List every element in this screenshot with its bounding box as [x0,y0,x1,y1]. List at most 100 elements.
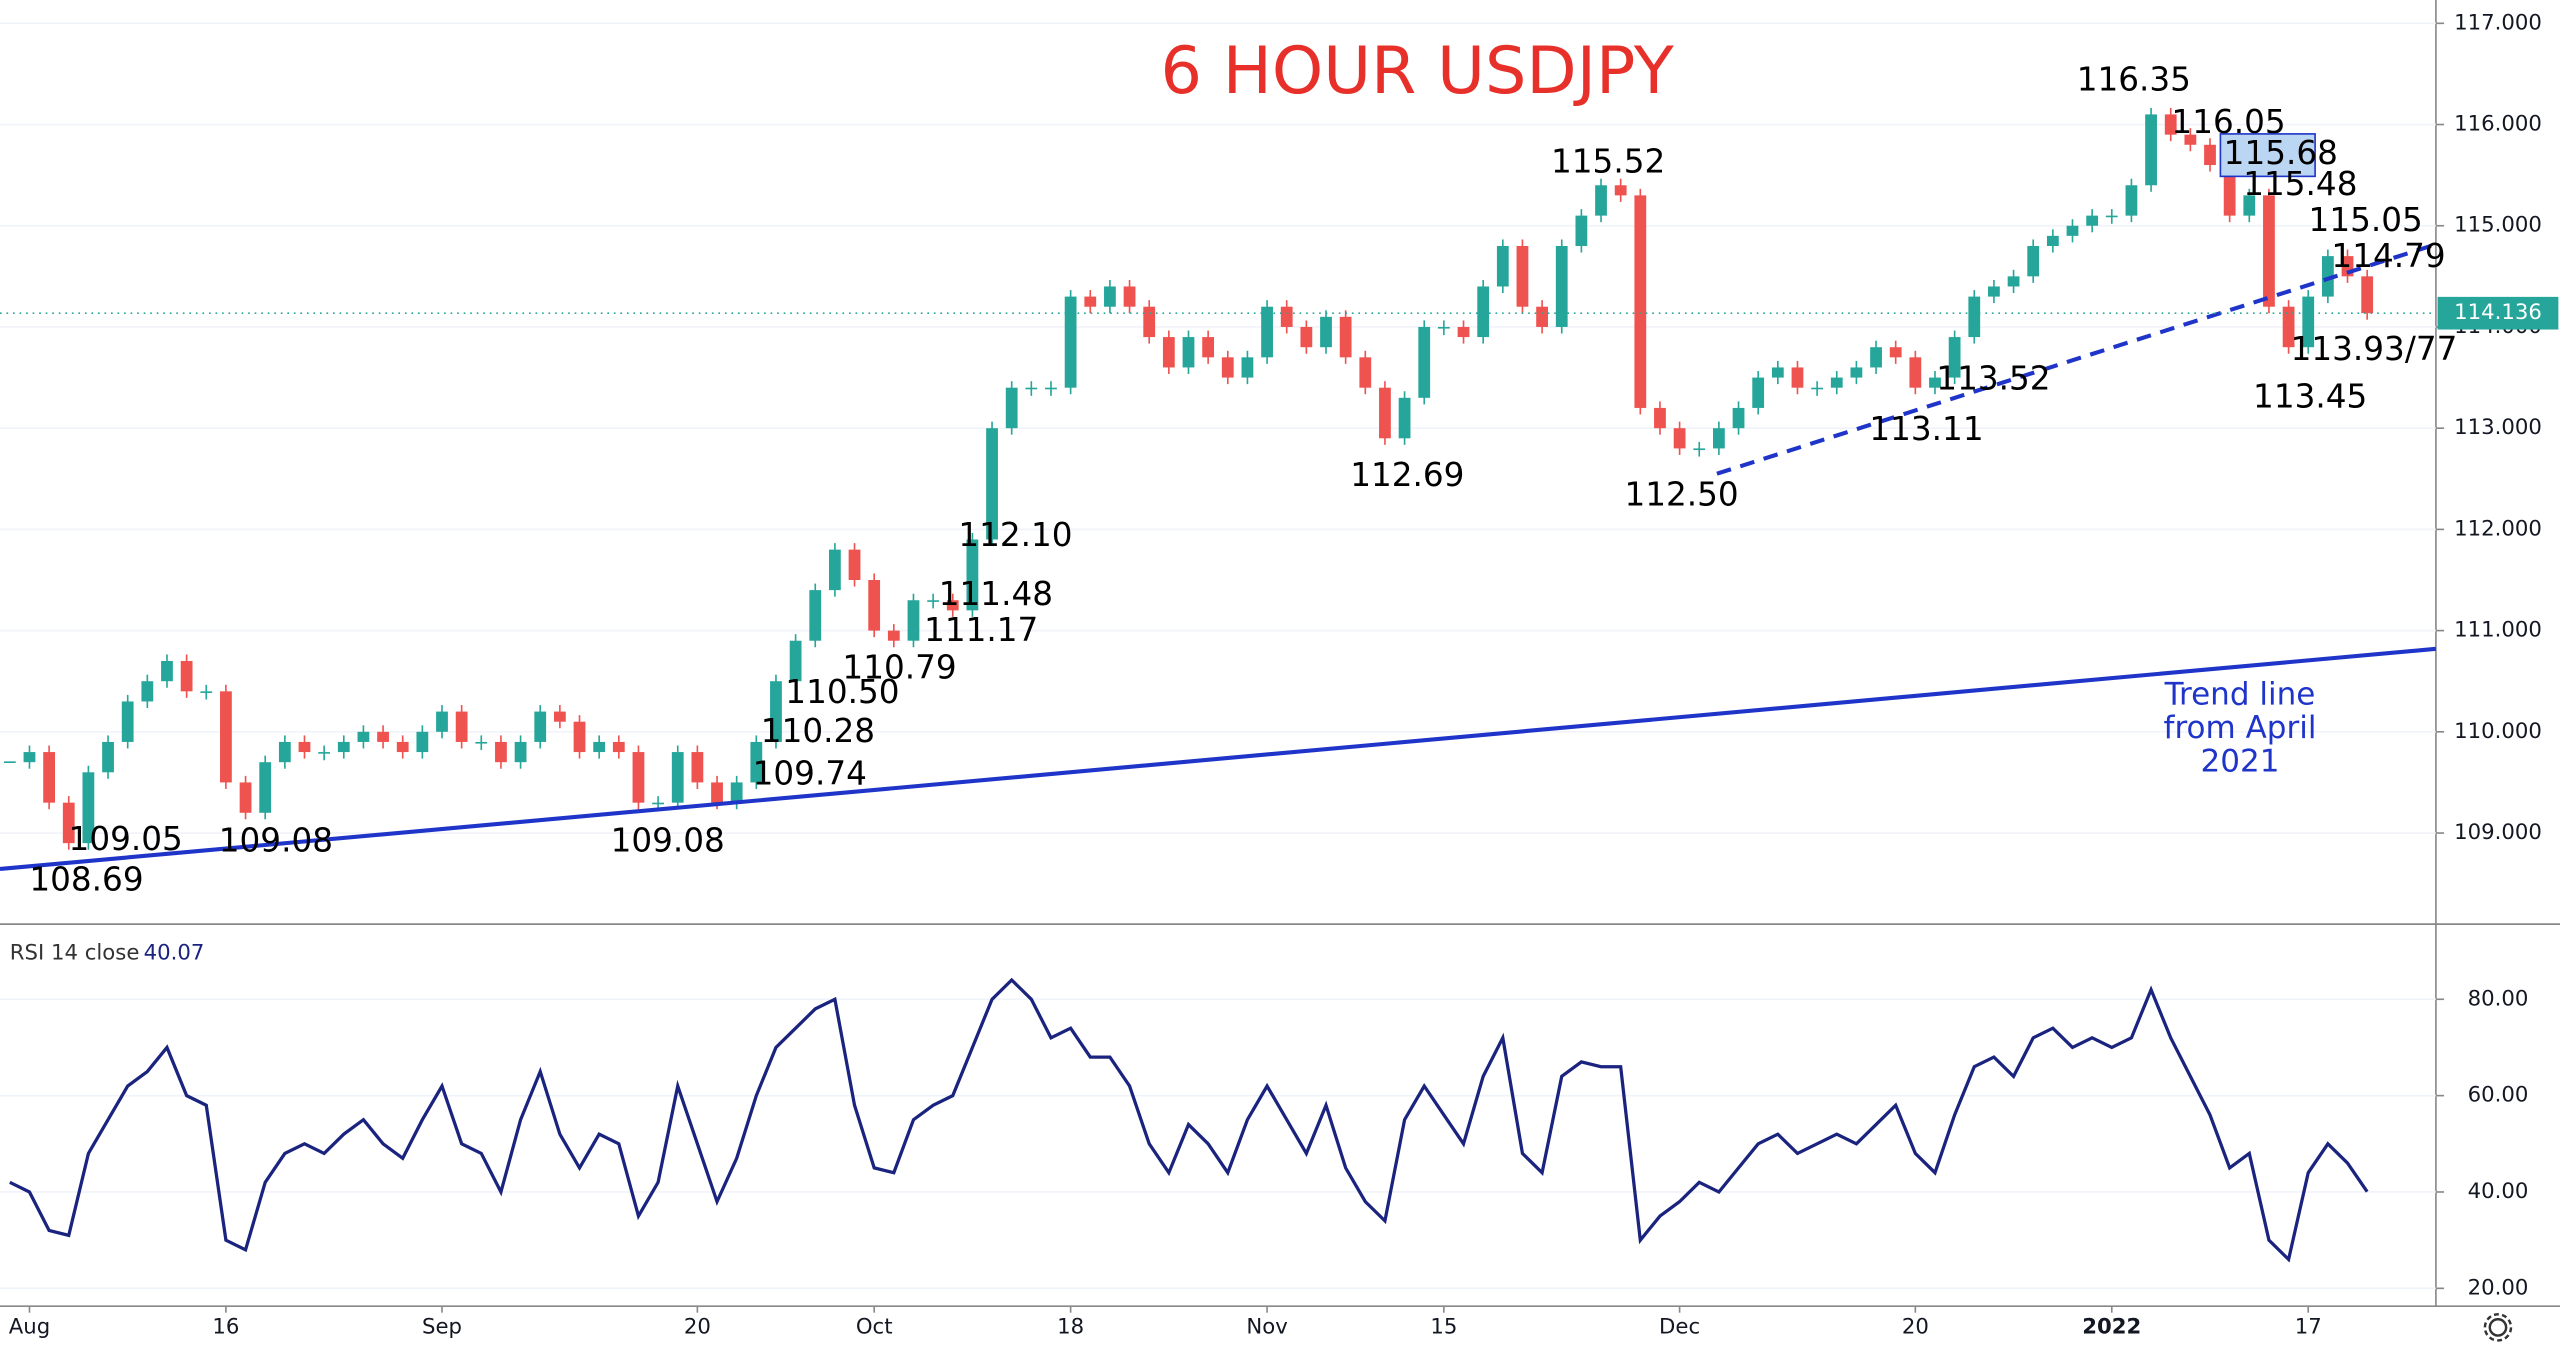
candle [2027,245,2040,277]
candle [691,752,704,783]
candle [298,741,311,753]
candle [23,752,36,763]
candle [1889,347,1902,358]
candle [1791,367,1804,388]
candle [62,802,75,844]
price-annotation: 114.79 [2331,237,2445,275]
candle [1379,387,1391,439]
candle [200,691,213,693]
candle [1045,387,1057,390]
highlight-box [2219,133,2316,178]
candle [1457,326,1470,338]
candle [141,681,154,702]
candle [1948,337,1961,378]
candle [1398,397,1411,439]
candle [887,630,900,641]
candle [770,681,782,742]
candle [1300,326,1313,348]
candle [455,711,468,742]
candle [1496,245,1509,287]
x-tick-label: Sep [422,1314,462,1339]
candle [612,741,625,753]
candle [1320,316,1332,348]
candle [1516,245,1529,307]
x-tick-label: 16 [212,1314,239,1339]
candle [1870,347,1882,368]
trend-line [1716,243,2435,476]
y-tick-label: 113.000 [2454,415,2542,440]
candle [2046,235,2059,246]
price-annotation: 110.50 [785,673,899,711]
candle [2145,114,2157,186]
candle [1104,286,1116,307]
candle [927,600,940,602]
x-tick-label: 20 [684,1314,711,1339]
candle [907,600,920,641]
price-annotation: 110.79 [842,648,956,686]
candle [1025,387,1038,390]
candle [102,741,114,773]
candle [1850,367,1863,378]
candle [711,782,723,803]
x-tick-label: 18 [1057,1314,1084,1339]
x-tick-label: 17 [2295,1314,2322,1339]
candle [848,549,861,580]
price-annotation: 111.48 [939,575,1053,613]
candle [868,579,881,631]
candle [2086,215,2099,226]
x-tick-label: Dec [1659,1314,1700,1339]
candle [239,782,252,813]
candle [2302,296,2315,348]
candle [1162,337,1175,368]
price-annotation: 113.93/77 [2291,330,2458,368]
candle [652,802,664,805]
candle [2223,165,2236,216]
candle [966,539,979,611]
candle [2341,256,2354,277]
settings-icon[interactable] [2483,1313,2513,1342]
candle [2321,256,2334,297]
candle [1005,387,1018,429]
candle [2361,276,2374,314]
y-tick-label: 20.00 [2468,1275,2529,1300]
candle [1929,377,1941,388]
price-annotation: 112.10 [958,516,1072,554]
candle [789,640,802,682]
gear-teeth[interactable] [2483,1313,2513,1342]
candle [82,772,95,844]
gear[interactable] [2488,1318,2508,1337]
y-tick-label: 117.000 [2454,10,2542,35]
price-annotation: 109.05 [69,820,183,858]
candle [828,549,841,591]
price-annotation: 113.45 [2253,377,2367,415]
candle [416,731,429,753]
price-annotation: 115.48 [2243,165,2357,203]
candle [318,752,331,754]
price-annotation: 110.28 [761,712,875,750]
candle [2105,215,2118,218]
x-tick-label: 15 [1430,1314,1457,1339]
price-annotation: 111.17 [924,611,1038,649]
trend-note: Trend line [2164,677,2316,713]
price-annotation: 115.52 [1551,142,1665,180]
candle [671,752,684,803]
candle [730,782,743,803]
candle [2125,185,2138,216]
x-tick-label: 20 [1902,1314,1929,1339]
y-tick-label: 60.00 [2468,1083,2529,1108]
candle [396,741,409,753]
candle [436,711,448,732]
candle [357,731,370,742]
candle [1221,357,1234,378]
candle [1359,357,1372,388]
price-annotation: 112.69 [1350,456,1464,494]
x-tick-label: 2022 [2082,1314,2141,1339]
candle [1123,286,1136,307]
candle [1555,245,1568,327]
candle [2204,144,2216,166]
y-tick-label: 80.00 [2468,986,2529,1011]
candle [986,428,998,540]
candle [43,752,56,803]
candle [573,721,586,753]
